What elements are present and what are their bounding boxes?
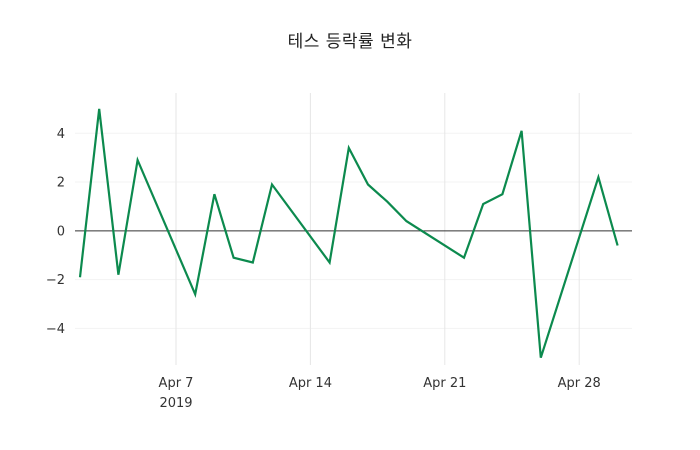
x-tick-label: Apr 28 [558,376,601,391]
x-tick-label: Apr 14 [289,376,332,391]
x-tick-label: Apr 7 [159,376,194,391]
series-line [78,108,619,359]
y-tick-label: −4 [46,322,65,337]
x-tick-sublabel: 2019 [159,396,192,411]
x-tick-label: Apr 21 [423,376,466,391]
y-tick-label: 0 [57,224,65,239]
chart-title: 테스 등락률 변화 [287,32,413,52]
y-tick-label: 4 [57,127,65,142]
y-tick-label: 2 [57,176,65,191]
y-tick-label: −2 [46,273,65,288]
